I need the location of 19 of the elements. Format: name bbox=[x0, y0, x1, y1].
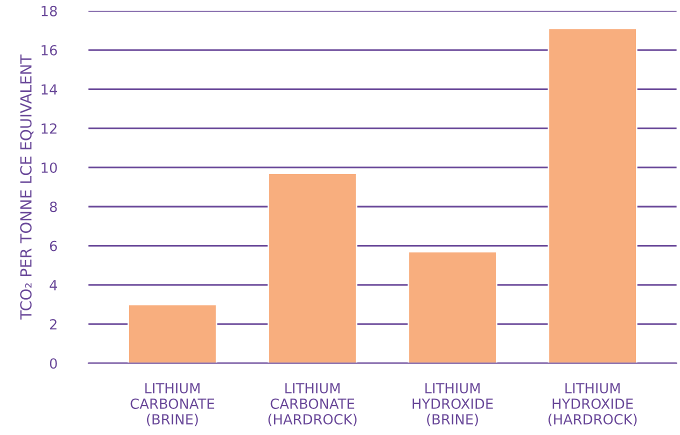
y-tick-label: 4 bbox=[50, 280, 58, 290]
y-tick-label: 0 bbox=[50, 358, 57, 369]
y-tick-label: 16 bbox=[42, 44, 57, 56]
bar bbox=[128, 304, 218, 364]
y-tick-label: 12 bbox=[42, 123, 56, 134]
bar bbox=[268, 172, 358, 364]
bar bbox=[548, 28, 638, 364]
x-tick-label: LITHIUM HYDROXIDE (HARDROCK) bbox=[548, 383, 637, 426]
y-axis-title: TCO₂ PER TONNE LCE EQUIVALENT bbox=[20, 54, 34, 320]
y-tick-label: 8 bbox=[50, 202, 57, 212]
y-tick-label: 2 bbox=[50, 319, 56, 330]
y-tick-label: 6 bbox=[50, 240, 57, 252]
x-tick-label: LITHIUM CARBONATE (HARDROCK) bbox=[268, 383, 357, 426]
x-tick-label: LITHIUM CARBONATE (BRINE) bbox=[130, 383, 214, 426]
y-tick-label: 14 bbox=[42, 84, 58, 94]
bar bbox=[408, 250, 498, 364]
y-tick-label: 10 bbox=[42, 162, 57, 173]
y-tick-label: 18 bbox=[42, 6, 57, 16]
x-tick-label: LITHIUM HYDROXIDE (BRINE) bbox=[412, 383, 493, 426]
